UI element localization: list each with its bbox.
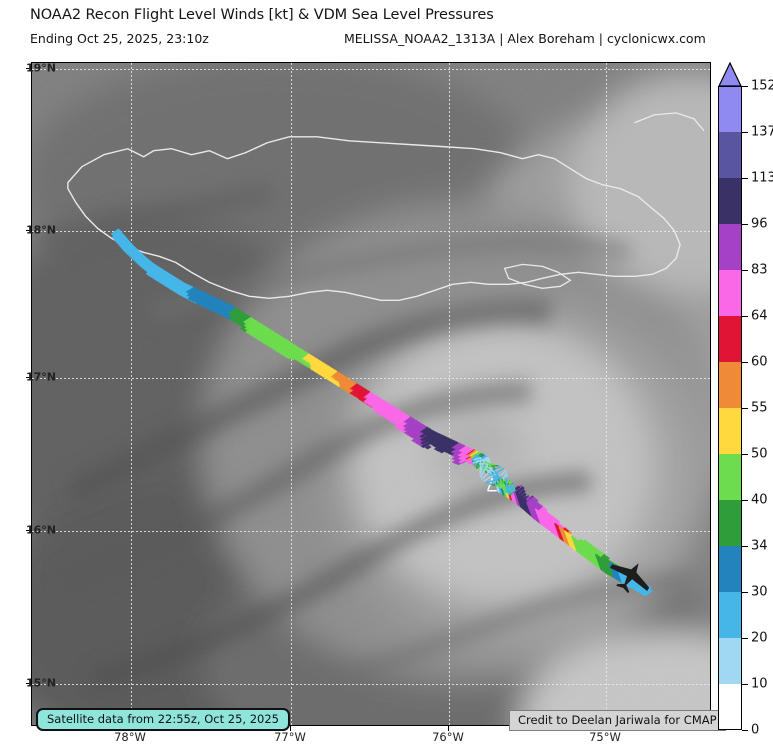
colorbar-segment xyxy=(718,592,742,638)
colorbar-segment xyxy=(718,132,742,178)
colorbar-tick-label: 40 xyxy=(751,492,768,508)
colorbar-segment xyxy=(718,86,742,132)
colorbar-tick xyxy=(742,224,748,225)
colorbar-tick xyxy=(742,86,748,87)
y-axis-label: 15°N xyxy=(25,676,56,690)
colorbar-over-arrow xyxy=(718,62,742,87)
y-tick xyxy=(26,530,31,531)
subtitle-timestamp: Ending Oct 25, 2025, 23:10z xyxy=(30,31,209,46)
x-tick xyxy=(290,726,291,731)
colorbar-segment xyxy=(718,500,742,546)
colorbar-segment xyxy=(718,316,742,362)
colorbar-tick xyxy=(742,178,748,179)
header-credit: MELISSA_NOAA2_1313A | Alex Boreham | cyc… xyxy=(344,31,706,46)
colorbar-tick xyxy=(742,684,748,685)
colorbar-segment xyxy=(718,224,742,270)
y-axis-label: 16°N xyxy=(25,523,56,537)
wind-barb xyxy=(505,477,515,493)
y-tick xyxy=(26,377,31,378)
colorbar-tick-label: 113 xyxy=(751,170,773,186)
y-tick xyxy=(26,230,31,231)
y-axis-label: 18°N xyxy=(25,223,56,237)
x-tick xyxy=(448,726,449,731)
colorbar-tick-label: 10 xyxy=(751,676,768,692)
colorbar-tick-label: 137 xyxy=(751,124,773,140)
colorbar-tick-label: 0 xyxy=(751,722,760,738)
colorbar-tick xyxy=(742,408,748,409)
colorbar-tick-label: 152 xyxy=(751,78,773,94)
colorbar-tick xyxy=(742,362,748,363)
y-tick xyxy=(26,683,31,684)
page-title: NOAA2 Recon Flight Level Winds [kt] & VD… xyxy=(30,7,494,23)
colorbar-gradient xyxy=(718,86,742,730)
cmap-credit-note: Credit to Deelan Jariwala for CMAP xyxy=(509,710,726,731)
colorbar-tick xyxy=(742,546,748,547)
x-axis-label: 78°W xyxy=(114,730,146,744)
colorbar-segment xyxy=(718,454,742,500)
colorbar-tick-label: 55 xyxy=(751,400,768,416)
x-axis-label: 77°W xyxy=(274,730,306,744)
colorbar-segment xyxy=(718,178,742,224)
colorbar-segment xyxy=(718,546,742,592)
colorbar-tick-label: 83 xyxy=(751,262,768,278)
colorbar-tick-label: 64 xyxy=(751,308,768,324)
satellite-imagery-layer xyxy=(32,63,710,725)
colorbar-segment xyxy=(718,408,742,454)
colorbar-segment xyxy=(718,684,742,730)
colorbar-tick-label: 34 xyxy=(751,538,768,554)
satellite-data-note: Satellite data from 22:55z, Oct 25, 2025 xyxy=(36,708,290,731)
colorbar-segment xyxy=(718,362,742,408)
colorbar-tick xyxy=(742,316,748,317)
colorbar-tick-label: 20 xyxy=(751,630,768,646)
colorbar-tick-label: 50 xyxy=(751,446,768,462)
colorbar-tick xyxy=(742,592,748,593)
x-axis-label: 75°W xyxy=(589,730,621,744)
colorbar-segment xyxy=(718,270,742,316)
colorbar-tick xyxy=(742,454,748,455)
colorbar-tick xyxy=(742,730,748,731)
colorbar-tick-label: 60 xyxy=(751,354,768,370)
colorbar-tick-label: 30 xyxy=(751,584,768,600)
colorbar-tick xyxy=(742,132,748,133)
colorbar[interactable]: 0 10 20 30 34 40 50 55 60 64 83 96 113 137 152 xyxy=(718,62,773,738)
colorbar-tick xyxy=(742,500,748,501)
colorbar-tick xyxy=(742,270,748,271)
y-axis-label: 19°N xyxy=(25,61,56,75)
y-tick xyxy=(26,68,31,69)
colorbar-tick xyxy=(742,638,748,639)
colorbar-segment xyxy=(718,638,742,684)
colorbar-tick-label: 96 xyxy=(751,216,768,232)
y-axis-label: 17°N xyxy=(25,370,56,384)
map-plot-area[interactable] xyxy=(31,62,711,726)
x-axis-label: 76°W xyxy=(432,730,464,744)
